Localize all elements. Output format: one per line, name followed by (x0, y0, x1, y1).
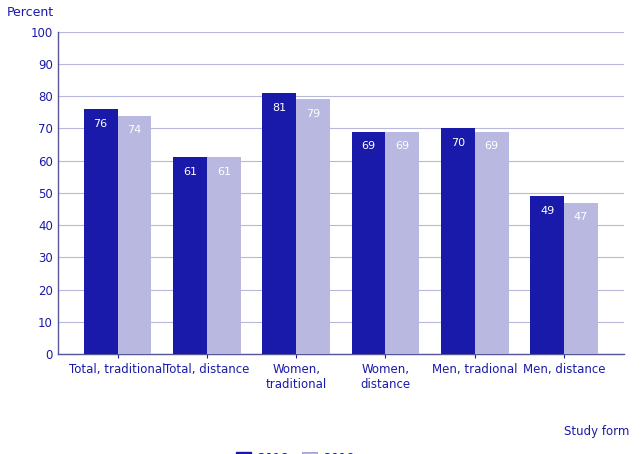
Legend: 2018, 2019: 2018, 2019 (231, 447, 359, 454)
Text: 70: 70 (451, 138, 465, 148)
Bar (441, 128, 475, 354)
Text: 69: 69 (485, 141, 499, 151)
Text: 81: 81 (272, 103, 286, 113)
Bar (118, 116, 152, 354)
Text: 47: 47 (574, 212, 588, 222)
Bar (207, 158, 240, 354)
Text: 61: 61 (217, 167, 231, 177)
Bar (173, 158, 207, 354)
Text: 74: 74 (127, 125, 141, 135)
Text: Study form: Study form (564, 425, 629, 438)
Bar (475, 132, 509, 354)
Text: 49: 49 (540, 206, 554, 216)
Text: 69: 69 (395, 141, 410, 151)
Bar (352, 132, 385, 354)
Text: 61: 61 (183, 167, 197, 177)
Bar (296, 99, 330, 354)
Text: 79: 79 (306, 109, 320, 119)
Text: Percent: Percent (7, 6, 54, 19)
Bar (262, 93, 296, 354)
Bar (564, 202, 598, 354)
Text: 69: 69 (361, 141, 376, 151)
Bar (84, 109, 118, 354)
Bar (530, 196, 564, 354)
Bar (385, 132, 419, 354)
Text: 76: 76 (93, 119, 107, 129)
